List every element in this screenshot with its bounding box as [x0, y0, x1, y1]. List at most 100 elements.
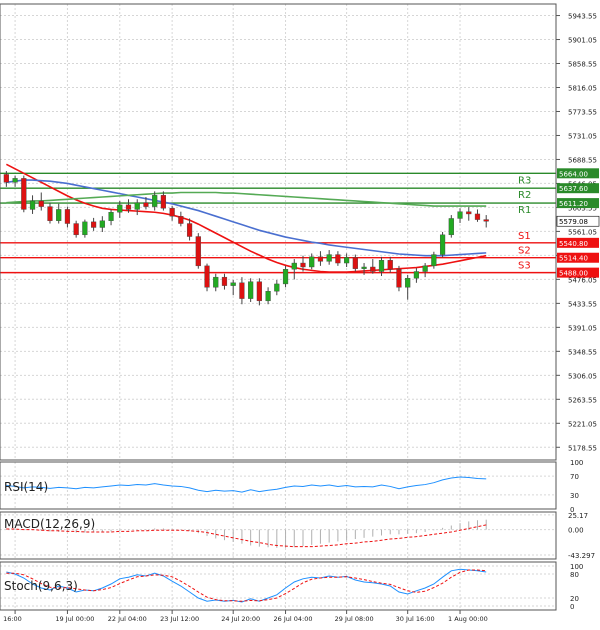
candle-bullish — [82, 221, 88, 236]
stoch-panel-border — [0, 561, 557, 611]
rsi-y-axis: 100 70 30 0 — [570, 459, 583, 514]
price-tick-label: 5688.55 — [568, 156, 597, 164]
candle-bearish — [143, 202, 149, 207]
price-tick-label: 5178.55 — [568, 444, 597, 452]
time-tick-label: 26 Jul 04:00 — [274, 615, 313, 623]
price-tick-label: 5943.55 — [568, 13, 597, 21]
rsi-tick-label: 0 — [570, 506, 574, 514]
pivot-price-box — [557, 183, 599, 194]
rsi-line-group — [6, 476, 487, 493]
candle-bullish — [344, 257, 350, 264]
price-tick-label: 5858.55 — [568, 61, 597, 69]
time-axis: 16:00 19 Jul 00:00 22 Jul 04:00 23 Jul 12:0… — [3, 610, 488, 623]
macd-title: MACD(12,26,9) — [4, 517, 95, 531]
candle-bearish — [178, 215, 184, 224]
candle-bullish — [29, 200, 36, 210]
rsi-tick-label: 30 — [570, 492, 579, 500]
macd-panel: 25.17 0.00 -43.297 MACD(12,26,9) — [0, 511, 595, 560]
time-tick-label: 1 Aug 00:00 — [448, 615, 488, 623]
stoch-grid — [0, 562, 556, 610]
price-tick-label: 5731.05 — [568, 132, 597, 140]
macd-tick-label: 0.00 — [568, 527, 584, 535]
candle-bullish — [405, 278, 411, 288]
candle-bullish — [361, 266, 367, 269]
candle-bullish — [230, 282, 236, 286]
candle-bearish — [221, 276, 228, 286]
candle-bullish — [108, 212, 114, 221]
candle-bearish — [370, 266, 376, 272]
price-tick-label: 5221.05 — [568, 420, 597, 428]
candle-bullish — [56, 209, 62, 221]
pivot-price-label: 5540.80 — [559, 240, 588, 248]
ma-line — [6, 179, 487, 257]
candle-bearish — [239, 282, 245, 299]
candle-bullish — [378, 260, 385, 272]
stoch-title: Stoch(9,6,3) — [4, 579, 78, 593]
price-panel: R3 R2 R1 S1 S2 S3 5943.55 5901.05 5858.55 5816.0… — [0, 3, 600, 461]
candle-bullish — [448, 218, 454, 236]
price-tick-label: 5391.05 — [568, 324, 597, 332]
candle-bearish — [256, 281, 262, 302]
candle-bullish — [213, 276, 219, 288]
candle-bearish — [300, 262, 306, 268]
price-tick-label: 5306.05 — [568, 372, 597, 380]
candle-bullish — [152, 195, 158, 207]
pivot-price-box — [557, 267, 599, 278]
time-tick-label: 16:00 — [3, 615, 22, 623]
candle-bearish — [47, 206, 53, 221]
candle-bearish — [91, 221, 97, 228]
candle-bullish — [439, 234, 446, 255]
price-tick-label: 5348.55 — [568, 348, 597, 356]
candle-bullish — [12, 178, 18, 183]
candle-bullish — [274, 283, 280, 292]
time-tick-label: 24 Jul 20:00 — [221, 615, 260, 623]
rsi-tick-label: 100 — [570, 459, 583, 467]
candle-bearish — [125, 204, 132, 210]
pivot-price-label: 5514.40 — [559, 255, 588, 263]
stoch-d-line — [6, 569, 487, 602]
price-tick-label: 5901.05 — [568, 37, 597, 45]
price-panel-border — [0, 3, 557, 461]
macd-grid — [0, 512, 556, 559]
candle-bullish — [117, 204, 123, 213]
candle-bullish — [326, 254, 332, 262]
candle-bullish — [282, 269, 289, 285]
rsi-title: RSI(14) — [4, 480, 48, 494]
candle-bearish — [160, 195, 167, 209]
candle-bearish — [186, 223, 193, 237]
candle-bearish — [21, 178, 27, 210]
pivot-price-label: 5664.00 — [559, 170, 588, 178]
pivot-price-box — [557, 252, 599, 263]
candles — [3, 171, 489, 306]
ma-line — [5, 163, 487, 273]
rsi-line — [6, 476, 487, 493]
candle-bullish — [99, 220, 105, 228]
candle-bearish — [352, 257, 358, 269]
candle-bullish — [431, 254, 437, 267]
rsi-panel-border — [0, 461, 557, 510]
candle-bullish — [248, 281, 254, 299]
time-tick-label: 23 Jul 12:00 — [160, 615, 199, 623]
moving-averages — [5, 163, 487, 273]
stoch-lines-group — [6, 568, 487, 603]
candle-bearish — [195, 236, 201, 267]
candle-bullish — [422, 265, 428, 272]
price-grid — [0, 4, 556, 460]
candle-bearish — [483, 219, 489, 222]
pivot-price-label: 5611.20 — [559, 200, 588, 208]
pivot-label-s1: S1 — [518, 231, 531, 242]
pivot-label-r3: R3 — [518, 175, 531, 186]
time-tick-label: 22 Jul 04:00 — [108, 615, 147, 623]
price-tick-label: 5561.05 — [568, 228, 597, 236]
candle-bullish — [309, 256, 315, 268]
candle-bearish — [466, 211, 472, 215]
rsi-panel: 100 70 30 0 RSI(14) — [0, 459, 583, 514]
pivot-price-label: 5488.00 — [559, 270, 588, 278]
pivot-price-box — [557, 198, 599, 209]
macd-y-axis: 25.17 0.00 -43.297 — [568, 512, 595, 560]
candle-bullish — [134, 202, 140, 210]
pivot-price-label: 5637.60 — [559, 185, 588, 193]
